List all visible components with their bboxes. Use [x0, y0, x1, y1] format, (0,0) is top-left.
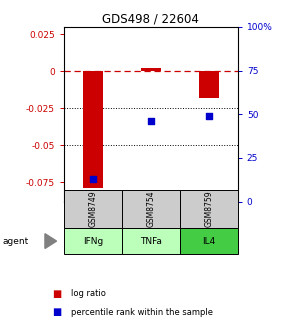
Text: ■: ■ — [52, 307, 61, 318]
Text: GSM8759: GSM8759 — [204, 191, 213, 227]
Text: IFNg: IFNg — [83, 237, 103, 246]
Point — [148, 119, 153, 124]
Bar — [83, 71, 103, 188]
Text: GSM8749: GSM8749 — [88, 191, 97, 227]
Text: log ratio: log ratio — [71, 290, 106, 298]
Bar — [141, 68, 161, 71]
Point — [206, 113, 211, 119]
Text: agent: agent — [3, 237, 29, 246]
Text: TNFa: TNFa — [140, 237, 162, 246]
Bar — [199, 71, 219, 98]
Text: percentile rank within the sample: percentile rank within the sample — [71, 308, 213, 317]
Title: GDS498 / 22604: GDS498 / 22604 — [102, 13, 199, 26]
Text: ■: ■ — [52, 289, 61, 299]
Point — [90, 176, 95, 181]
Text: GSM8754: GSM8754 — [146, 191, 155, 227]
Text: IL4: IL4 — [202, 237, 215, 246]
